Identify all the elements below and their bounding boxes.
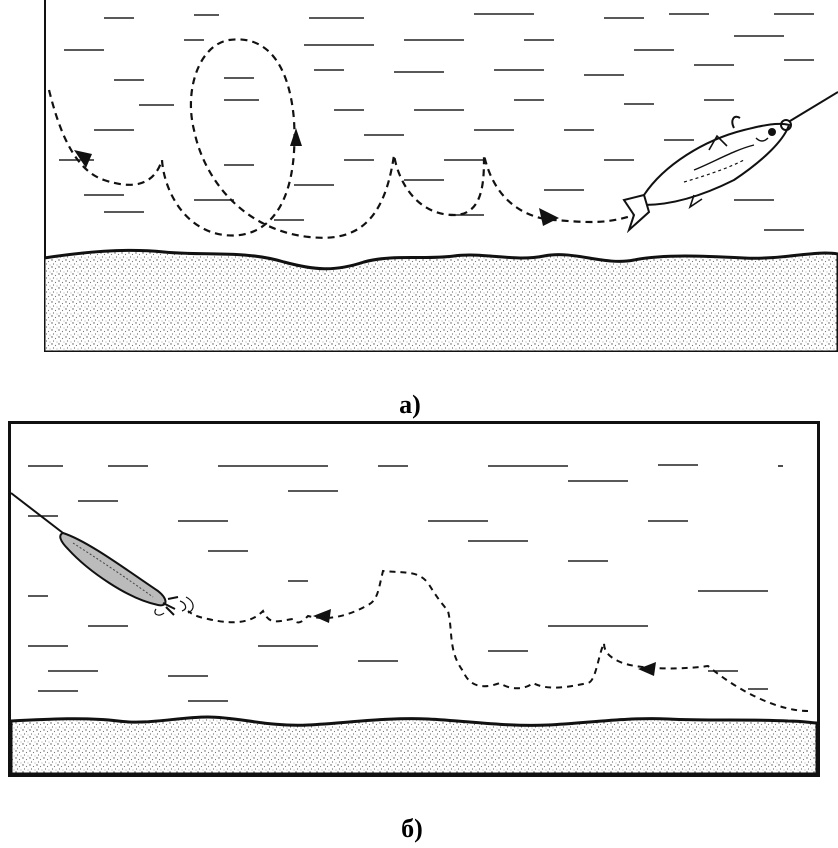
panel-b-fishing-line — [10, 492, 64, 534]
panel-a-water-lines — [59, 13, 814, 231]
panel-a-lure-trajectory — [47, 38, 635, 239]
panel-b-arrow-2 — [638, 662, 656, 676]
panel-b-lure-trajectory — [187, 569, 809, 712]
diagram-panel-b — [8, 421, 820, 777]
panel-a-sand-bottom — [44, 248, 838, 352]
panel-b-arrow-1 — [313, 609, 331, 623]
caption-b: б) — [401, 814, 423, 843]
panel-a-arrow-1 — [74, 150, 92, 168]
panel-a-arrow-3 — [539, 208, 559, 226]
caption-a: а) — [399, 390, 421, 419]
diagram-panel-a — [44, 0, 838, 352]
fish-icon — [622, 91, 838, 234]
panel-a-arrow-2 — [290, 128, 302, 146]
panel-b-sand-bottom — [9, 715, 819, 776]
spoon-lure-icon — [59, 531, 194, 616]
